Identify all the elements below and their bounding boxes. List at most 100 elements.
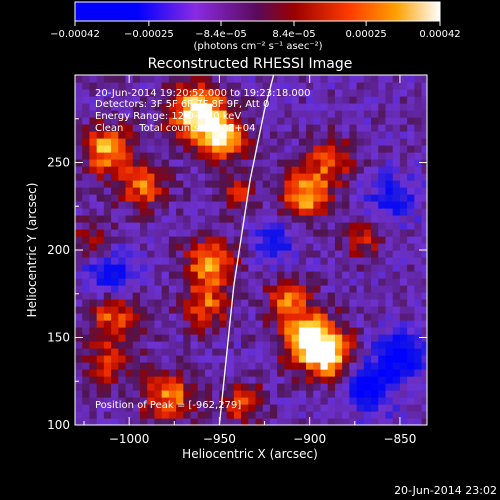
heatmap-cell (363, 187, 372, 195)
heatmap-cell (284, 124, 293, 132)
heatmap-cell (255, 327, 264, 335)
heatmap-cell (96, 180, 105, 188)
heatmap-cell (139, 236, 148, 244)
heatmap-cell (118, 418, 127, 425)
heatmap-cell (241, 250, 249, 258)
heatmap-cell (139, 110, 148, 118)
heatmap-cell (392, 117, 401, 125)
heatmap-cell (176, 180, 184, 188)
heatmap-cell (248, 117, 257, 125)
heatmap-cell (392, 131, 401, 139)
heatmap-cell (125, 306, 134, 314)
heatmap-cell (82, 166, 91, 174)
heatmap-cell (392, 390, 401, 398)
heatmap-cell (103, 96, 112, 104)
heatmap-cell (204, 110, 213, 118)
heatmap-cell (399, 348, 408, 356)
heatmap-cell (298, 383, 307, 391)
heatmap-cell (139, 362, 148, 370)
heatmap-cell (298, 285, 307, 293)
heatmap-cell (291, 187, 300, 195)
heatmap-cell (190, 362, 199, 370)
heatmap-cell (277, 138, 285, 146)
heatmap-cell (125, 208, 134, 216)
heatmap-cell (248, 145, 257, 153)
heatmap-cell (161, 292, 170, 300)
heatmap-cell (269, 299, 278, 307)
heatmap-cell (262, 418, 271, 425)
heatmap-cell (320, 117, 329, 125)
heatmap-cell (197, 313, 206, 321)
heatmap-cell (82, 103, 91, 111)
heatmap-cell (334, 306, 343, 314)
heatmap-cell (132, 383, 141, 391)
heatmap-cell (147, 299, 156, 307)
heatmap-cell (132, 411, 141, 419)
heatmap-cell (89, 75, 98, 83)
heatmap-cell (262, 348, 271, 356)
heatmap-cell (392, 362, 401, 370)
heatmap-cell (255, 341, 264, 349)
heatmap-cell (342, 271, 350, 279)
heatmap-cell (385, 152, 394, 160)
heatmap-cell (313, 320, 322, 328)
heatmap-cell (161, 334, 170, 342)
heatmap-cell (327, 292, 336, 300)
heatmap-cell (277, 292, 285, 300)
heatmap-cell (356, 334, 365, 342)
heatmap-cell (392, 355, 401, 363)
heatmap-cell (356, 145, 365, 153)
heatmap-cell (103, 75, 112, 83)
x-tick-label: −900 (293, 432, 326, 446)
heatmap-cell (241, 376, 249, 384)
heatmap-cell (190, 180, 199, 188)
heatmap-cell (132, 320, 141, 328)
heatmap-cell (392, 348, 401, 356)
heatmap-cell (125, 355, 134, 363)
heatmap-cell (125, 285, 134, 293)
heatmap-cell (154, 264, 163, 272)
heatmap-cell (320, 222, 329, 230)
heatmap-cell (378, 208, 387, 216)
heatmap-cell (407, 166, 415, 174)
heatmap-cell (327, 341, 336, 349)
heatmap-cell (176, 264, 184, 272)
heatmap-cell (219, 208, 228, 216)
heatmap-cell (255, 243, 264, 251)
heatmap-cell (284, 222, 293, 230)
heatmap-cell (212, 145, 221, 153)
heatmap-cell (183, 96, 192, 104)
heatmap-cell (349, 313, 358, 321)
heatmap-cell (190, 208, 199, 216)
heatmap-cell (219, 103, 228, 111)
heatmap-cell (183, 243, 192, 251)
heatmap-cell (233, 117, 242, 125)
heatmap-cell (139, 299, 148, 307)
heatmap-cell (103, 152, 112, 160)
heatmap-cell (378, 229, 387, 237)
heatmap-cell (371, 292, 379, 300)
heatmap-cell (154, 418, 163, 425)
heatmap-cell (356, 264, 365, 272)
heatmap-cell (327, 348, 336, 356)
heatmap-cell (139, 159, 148, 167)
heatmap-cell (298, 96, 307, 104)
heatmap-cell (241, 166, 249, 174)
heatmap-cell (154, 173, 163, 181)
heatmap-cell (306, 411, 314, 419)
heatmap-cell (334, 341, 343, 349)
heatmap-cell (320, 390, 329, 398)
x-tick-label: −850 (383, 432, 416, 446)
heatmap-cell (399, 201, 408, 209)
heatmap-cell (378, 215, 387, 223)
x-axis: −1000 −950 −900 −850 (83, 75, 416, 446)
heatmap-cell (356, 75, 365, 83)
heatmap-cell (241, 229, 249, 237)
heatmap-cell (204, 194, 213, 202)
heatmap-cell (313, 334, 322, 342)
heatmap-cell (269, 369, 278, 377)
heatmap-cell (327, 236, 336, 244)
heatmap-cell (226, 383, 235, 391)
heatmap-cell (233, 89, 242, 97)
heatmap-cell (378, 152, 387, 160)
